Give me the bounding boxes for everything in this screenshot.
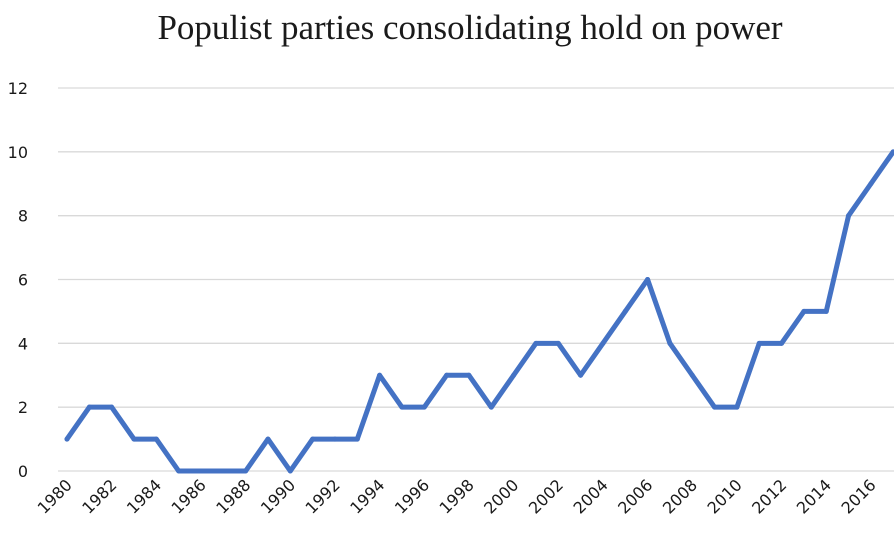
chart-title: Populist parties consolidating hold on p… <box>157 8 783 47</box>
x-axis-ticks: 1980 1982 1984 1986 1988 1990 1992 1994 1996 1998… <box>34 475 880 517</box>
data-point <box>511 372 517 378</box>
data-point <box>578 372 584 378</box>
y-tick-label: 4 <box>18 334 28 353</box>
data-point <box>354 436 360 442</box>
data-point <box>86 404 92 410</box>
x-tick-label: 1986 <box>168 475 210 517</box>
data-point <box>846 213 852 219</box>
x-tick-label: 2008 <box>659 475 701 517</box>
data-point <box>176 468 182 474</box>
data-point <box>399 404 405 410</box>
x-tick-label: 1984 <box>123 475 165 517</box>
data-point <box>801 308 807 314</box>
data-point <box>667 340 673 346</box>
x-tick-label: 2004 <box>570 475 612 517</box>
x-tick-label: 1988 <box>212 475 254 517</box>
x-tick-label: 1994 <box>346 475 388 517</box>
data-point <box>265 436 271 442</box>
data-point <box>466 372 472 378</box>
x-tick-label: 2006 <box>614 475 656 517</box>
data-point <box>645 277 651 282</box>
x-tick-label: 2002 <box>525 475 567 517</box>
x-tick-label: 2000 <box>480 475 522 517</box>
data-point <box>287 468 293 474</box>
data-point <box>220 468 226 474</box>
data-point <box>64 436 70 442</box>
data-point <box>109 404 115 410</box>
y-tick-label: 6 <box>18 271 28 290</box>
y-tick-label: 0 <box>18 462 28 481</box>
data-point <box>332 436 338 442</box>
data-point <box>198 468 204 474</box>
data-point <box>779 340 785 346</box>
data-point <box>868 181 874 187</box>
data-point <box>712 404 718 410</box>
y-tick-label: 8 <box>18 207 28 226</box>
x-tick-label: 2010 <box>704 475 746 517</box>
data-point <box>488 404 494 410</box>
data-point <box>622 308 628 314</box>
data-point <box>734 404 740 410</box>
x-tick-label: 1980 <box>34 475 76 517</box>
y-tick-label: 2 <box>18 398 28 417</box>
data-point <box>823 308 829 314</box>
gridlines <box>58 87 894 472</box>
x-tick-label: 1998 <box>436 475 478 517</box>
x-tick-label: 2016 <box>837 475 879 517</box>
data-point <box>890 149 894 155</box>
data-point <box>131 436 137 442</box>
data-point <box>555 340 561 346</box>
x-tick-label: 1990 <box>257 475 299 517</box>
y-tick-label: 10 <box>8 143 28 162</box>
data-point <box>310 436 316 442</box>
x-tick-label: 2012 <box>748 475 790 517</box>
data-point <box>444 372 450 378</box>
data-point <box>153 436 159 442</box>
x-tick-label: 2014 <box>793 475 835 517</box>
data-point <box>689 372 695 378</box>
x-tick-label: 1992 <box>302 475 344 517</box>
series-line <box>64 149 894 474</box>
data-point <box>421 404 427 410</box>
data-point <box>533 340 539 346</box>
data-point <box>756 340 762 346</box>
data-point <box>600 340 606 346</box>
y-axis-ticks: 0 2 4 6 8 10 12 <box>8 79 28 481</box>
series-layer <box>64 149 894 474</box>
x-tick-label: 1996 <box>391 475 433 517</box>
x-tick-label: 1982 <box>78 475 120 517</box>
y-tick-label: 12 <box>8 79 28 98</box>
data-point <box>377 372 383 378</box>
data-point <box>243 468 249 474</box>
